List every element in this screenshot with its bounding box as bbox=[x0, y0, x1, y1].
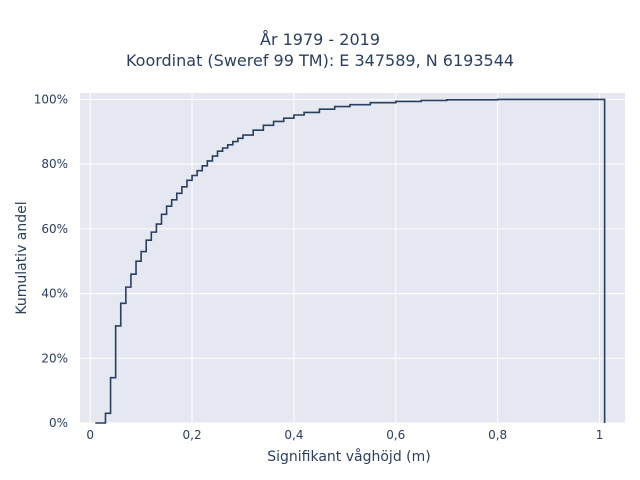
x-tick-label: 0,8 bbox=[488, 428, 507, 442]
x-tick-label: 1 bbox=[596, 428, 604, 442]
chart-title-line-1: År 1979 - 2019 bbox=[260, 30, 380, 49]
y-tick-label: 40% bbox=[41, 287, 68, 301]
plot-area bbox=[80, 93, 625, 423]
tick-labels: 0 0,2 0,4 0,6 0,8 1 0% 20% 40% 60% 80% 100% bbox=[34, 92, 604, 442]
x-tick-label: 0,6 bbox=[386, 428, 405, 442]
x-tick-label: 0,4 bbox=[284, 428, 303, 442]
cdf-step-line bbox=[95, 98, 606, 424]
x-tick-label: 0 bbox=[86, 428, 94, 442]
y-tick-label: 0% bbox=[49, 416, 68, 430]
y-tick-label: 20% bbox=[41, 351, 68, 365]
y-tick-label: 60% bbox=[41, 222, 68, 236]
grid-lines bbox=[80, 93, 625, 424]
x-axis-title: Signifikant våghöjd (m) bbox=[267, 448, 430, 465]
y-axis-title: Kumulativ andel bbox=[14, 201, 30, 314]
y-tick-label: 80% bbox=[41, 157, 68, 171]
x-tick-label: 0,2 bbox=[183, 428, 202, 442]
y-tick-label: 100% bbox=[34, 92, 68, 106]
chart-title-line-2: Koordinat (Sweref 99 TM): E 347589, N 61… bbox=[125, 51, 515, 70]
